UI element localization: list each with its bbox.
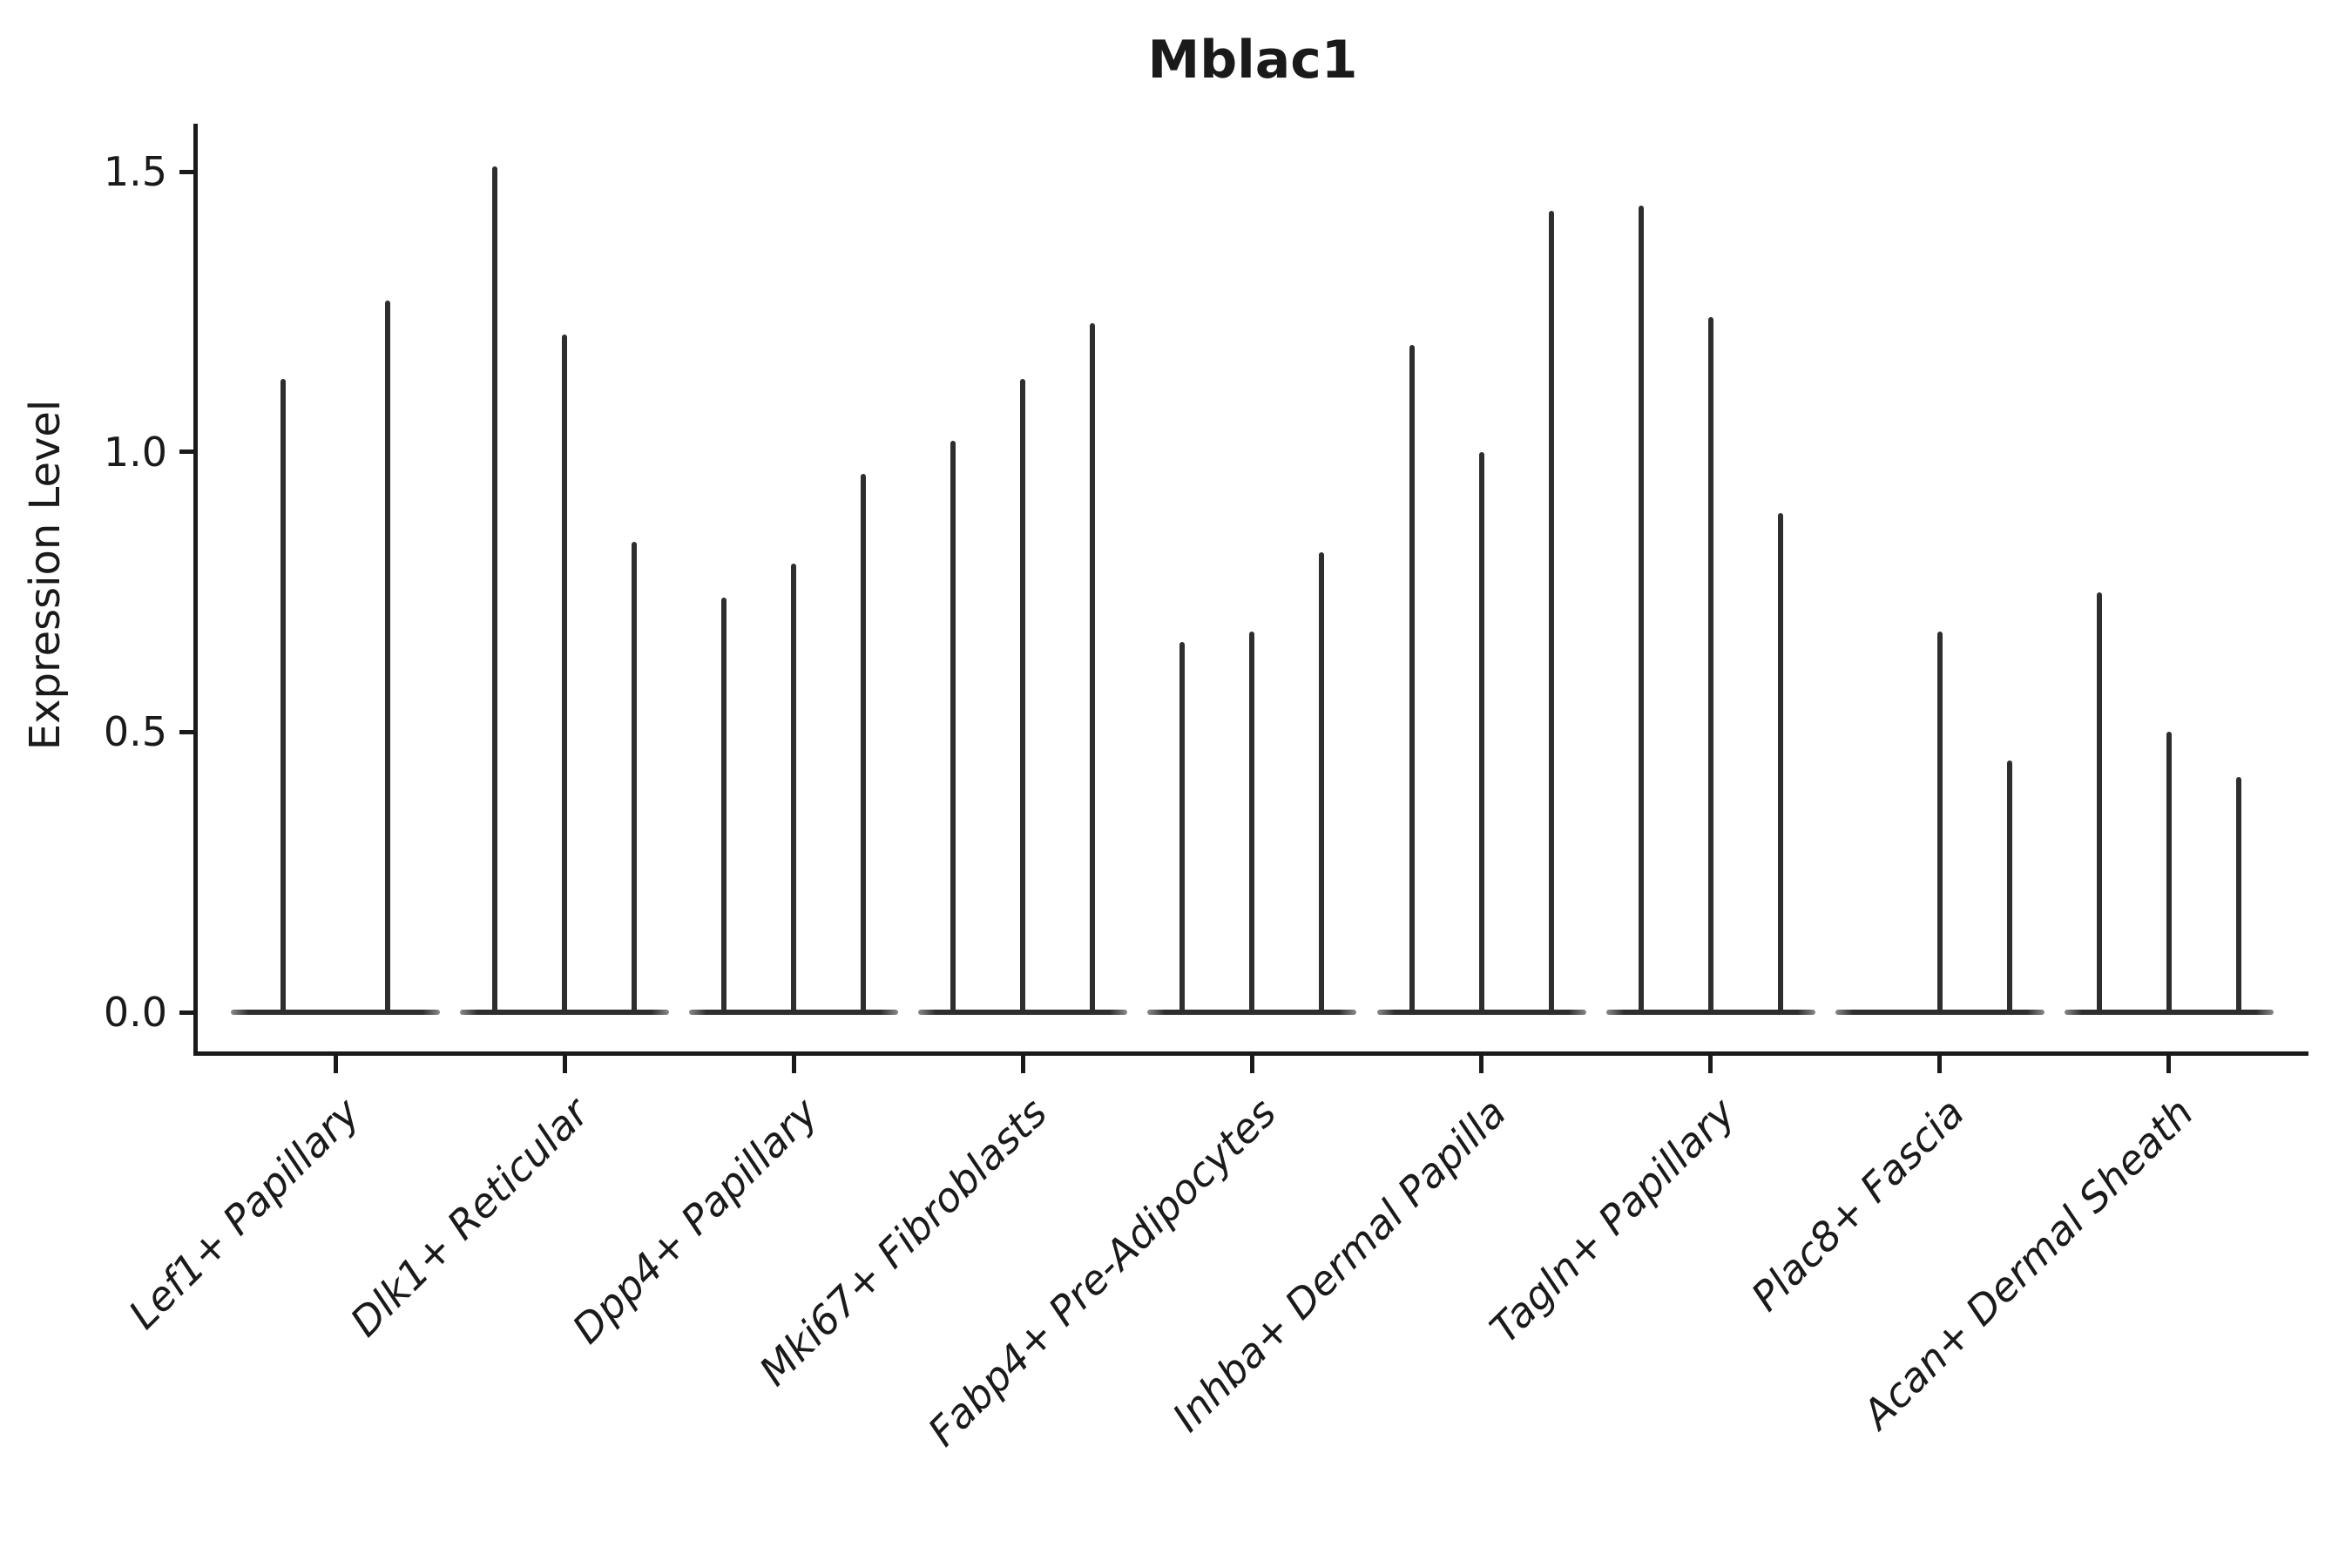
x-tick-mark — [562, 1056, 567, 1073]
violin-spike — [1409, 345, 1415, 1015]
x-tick-mark — [1479, 1056, 1484, 1073]
y-tick-label: 0.5 — [103, 708, 167, 756]
y-tick-label: 1.0 — [103, 428, 167, 476]
violin-spike — [492, 166, 498, 1015]
violin-spike — [1638, 205, 1644, 1015]
violin-spike — [1548, 211, 1554, 1015]
x-tick-label: Dlk1+ Reticular — [341, 1089, 598, 1346]
violin-spike — [791, 564, 797, 1015]
violin-spike — [1090, 322, 1096, 1015]
violin-spike — [1478, 451, 1484, 1015]
x-tick-mark — [1020, 1056, 1025, 1073]
x-tick-mark — [1249, 1056, 1254, 1073]
x-axis-spine — [193, 1051, 2308, 1056]
x-tick-mark — [2166, 1056, 2172, 1073]
x-tick-mark — [1937, 1056, 1943, 1073]
violin-spike — [2096, 591, 2102, 1015]
violin-base — [231, 1010, 440, 1015]
y-axis-spine — [193, 124, 198, 1056]
chart-title: Mblac1 — [1147, 30, 1358, 91]
violin-spike — [1179, 642, 1186, 1015]
y-tick-mark — [179, 729, 193, 734]
violin-spike — [1707, 317, 1713, 1015]
violin-spike — [280, 379, 286, 1015]
y-tick-label: 0.0 — [103, 989, 167, 1036]
y-tick-label: 1.5 — [103, 148, 167, 196]
violin-spike — [632, 541, 638, 1015]
x-tick-label: Dpp4+ Papillary — [563, 1089, 828, 1353]
x-tick-label: Plac8+ Fascia — [1741, 1089, 1973, 1321]
violin-spike — [385, 301, 390, 1015]
x-tick-mark — [791, 1056, 796, 1073]
x-tick-mark — [1708, 1056, 1713, 1073]
violin-spike — [1777, 513, 1783, 1015]
violin-spike — [950, 440, 956, 1015]
y-tick-mark — [179, 449, 193, 455]
violin-spike — [2235, 776, 2241, 1015]
violin-spike — [1936, 631, 1943, 1015]
y-tick-mark — [179, 1010, 193, 1015]
violin-spike — [2166, 732, 2172, 1015]
violin-spike — [861, 474, 867, 1015]
violin-spike — [721, 597, 727, 1015]
violin-spike — [1319, 552, 1325, 1015]
x-tick-label: Tagln+ Papillary — [1480, 1089, 1744, 1353]
x-tick-label: Lef1+ Papillary — [119, 1089, 369, 1338]
violin-spike — [2006, 760, 2012, 1015]
x-tick-mark — [333, 1056, 338, 1073]
violin-spike — [1249, 631, 1255, 1015]
violin-spike — [1020, 379, 1026, 1015]
y-tick-mark — [179, 169, 193, 174]
violin-spike — [562, 334, 568, 1015]
